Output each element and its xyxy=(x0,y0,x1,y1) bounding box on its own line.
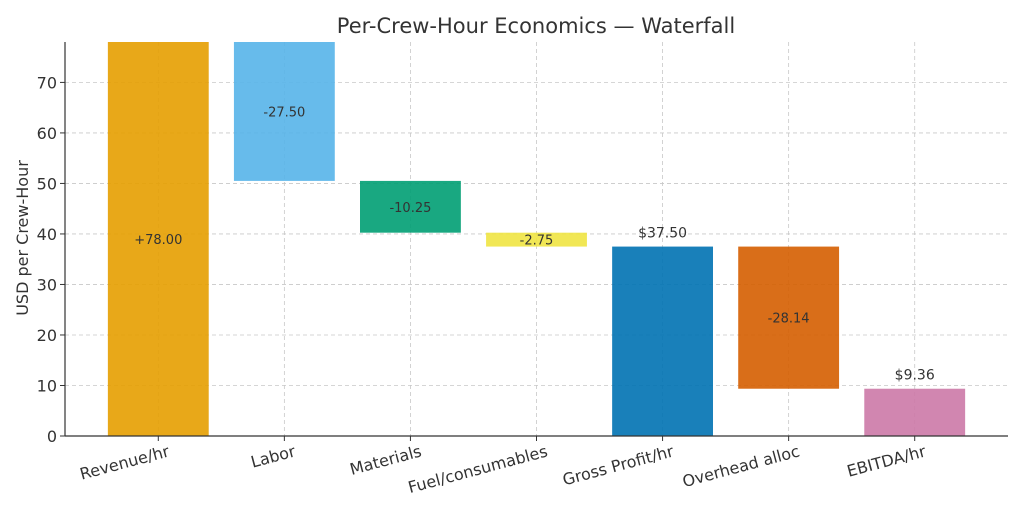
x-tick-label: Gross Profit/hr xyxy=(561,441,676,489)
delta-label: +78.00 xyxy=(134,233,182,248)
x-tick-label: Overhead alloc xyxy=(680,442,801,492)
y-tick-label: 10 xyxy=(37,376,57,395)
delta-label: -28.14 xyxy=(768,312,810,327)
delta-label: -27.50 xyxy=(263,105,305,120)
total-label: $37.50 xyxy=(638,226,687,242)
bars xyxy=(107,42,966,436)
x-tick-label: Revenue/hr xyxy=(78,441,172,483)
delta-label: -10.25 xyxy=(389,201,431,216)
x-tick-label: EBITDA/hr xyxy=(845,441,928,480)
bar-revenue-hr xyxy=(107,42,209,436)
y-tick-label: 60 xyxy=(37,124,57,143)
x-tick-label: Materials xyxy=(348,442,424,479)
y-tick-label: 20 xyxy=(37,326,57,345)
bar-overhead-alloc xyxy=(738,246,840,389)
y-tick-label: 50 xyxy=(37,174,57,193)
total-label: $9.36 xyxy=(895,368,935,384)
delta-label: -2.75 xyxy=(520,234,554,249)
bar-fuel-consumables xyxy=(486,232,587,247)
x-tick-label: Labor xyxy=(249,441,298,471)
bar-ebitda-hr xyxy=(864,388,966,436)
y-axis-label: USD per Crew-Hour xyxy=(13,160,32,316)
y-tick-label: 30 xyxy=(37,275,57,294)
chart-title: Per-Crew-Hour Economics — Waterfall xyxy=(337,14,735,38)
x-tick-label: Fuel/consumables xyxy=(406,442,550,498)
bar-gross-profit-hr xyxy=(612,246,713,436)
bar-labor xyxy=(233,42,335,181)
y-tick-label: 40 xyxy=(37,225,57,244)
y-tick-label: 0 xyxy=(47,427,57,446)
bar-materials xyxy=(360,180,461,233)
labels: +78.00 -27.50 -10.25 -2.75 $37.50 -28.14 $9.36 xyxy=(134,105,935,383)
y-tick-label: 70 xyxy=(37,73,57,92)
